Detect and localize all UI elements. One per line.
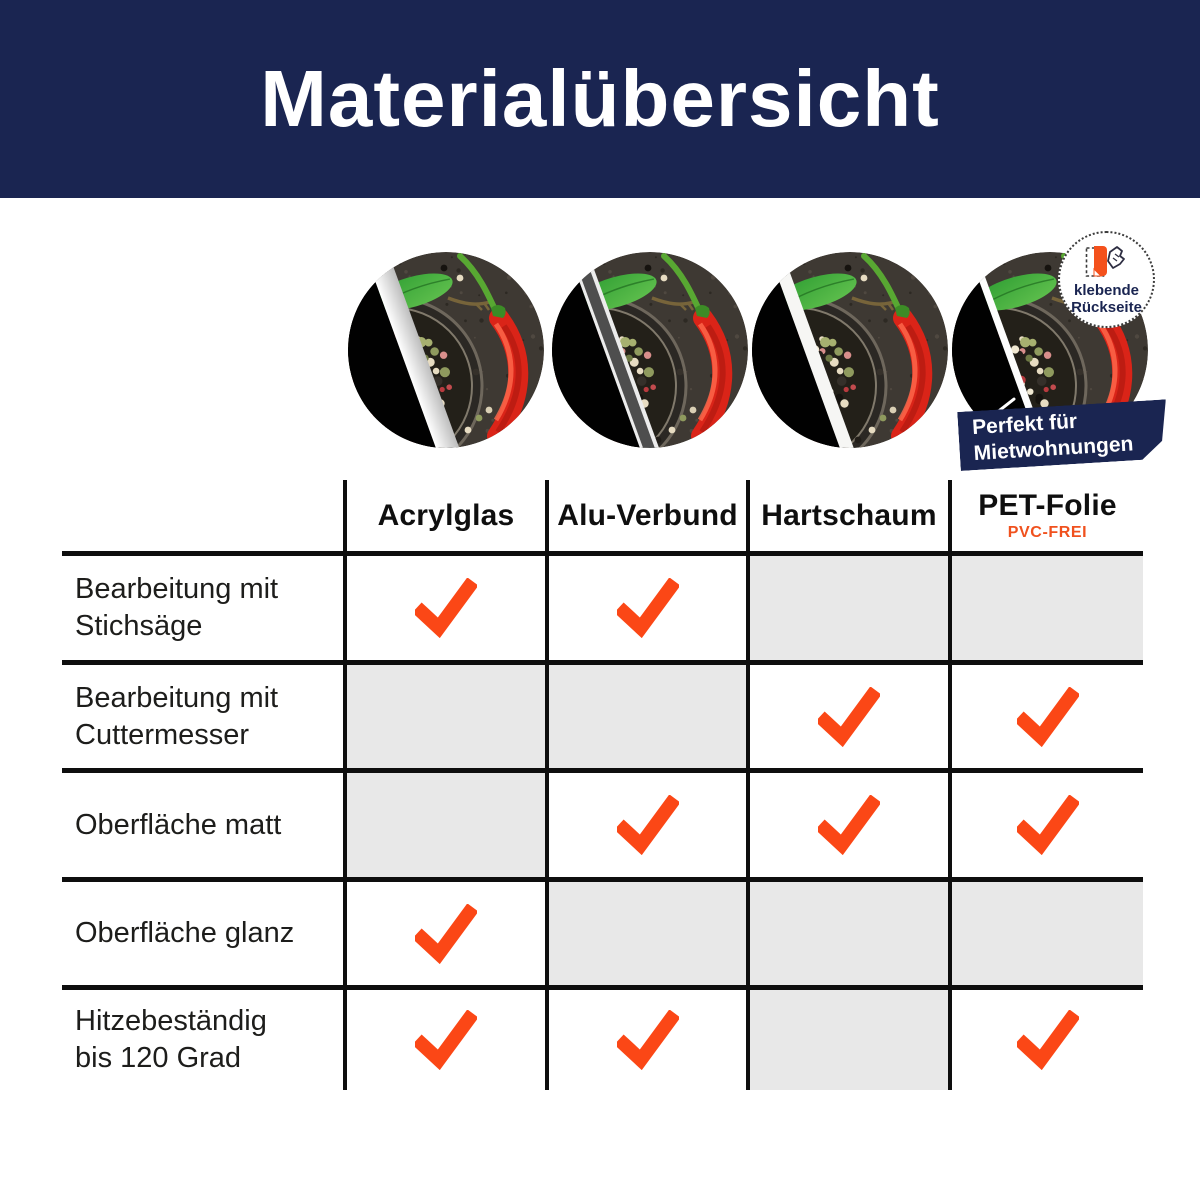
check-icon	[1016, 686, 1079, 747]
check-icon	[616, 1010, 679, 1070]
material-photo-alu-verbund	[552, 252, 748, 448]
column-header-acrylglas: Acrylglas	[343, 480, 545, 551]
row-label-bearbeitung-mit-cuttermesser: Bearbeitung mit Cuttermesser	[62, 660, 343, 768]
column-header-label: Acrylglas	[377, 498, 515, 532]
feature-unsupported-cell-pet-folie	[948, 877, 1143, 985]
feature-unsupported-cell-acrylglas	[343, 768, 545, 877]
peel-off-backing-icon	[1084, 244, 1130, 282]
feature-unsupported-cell-hartschaum	[746, 551, 948, 660]
feature-unsupported-cell-pet-folie	[948, 551, 1143, 660]
row-label-oberfl-che-glanz: Oberfläche glanz	[62, 877, 343, 985]
row-label-oberfl-che-matt: Oberfläche matt	[62, 768, 343, 877]
feature-supported-cell-hartschaum	[746, 768, 948, 877]
check-icon	[818, 686, 880, 747]
column-header-label: Alu-Verbund	[557, 498, 738, 532]
check-icon	[616, 578, 679, 638]
row-label-hitzebest-ndig-bis-120-grad: Hitzebeständig bis 120 Grad	[62, 985, 343, 1090]
badge-text-line1: klebende	[1073, 281, 1140, 299]
column-header-hartschaum: Hartschaum	[746, 480, 948, 551]
feature-unsupported-cell-alu-verbund	[545, 877, 746, 985]
badge-text-line2: Rückseite	[1071, 298, 1142, 316]
feature-unsupported-cell-hartschaum	[746, 985, 948, 1090]
row-label-line: Hitzebeständig	[75, 1005, 267, 1037]
feature-supported-cell-alu-verbund	[545, 985, 746, 1090]
material-photo-image	[348, 252, 544, 448]
row-label-line: Stichsäge	[75, 610, 203, 642]
row-label-line: Cuttermesser	[75, 718, 250, 751]
material-photo-image	[552, 252, 748, 448]
check-icon	[818, 795, 880, 855]
row-label-line: Bearbeitung mit	[75, 681, 279, 714]
feature-supported-cell-acrylglas	[343, 551, 545, 660]
row-label-line: Oberfläche glanz	[75, 917, 295, 949]
feature-unsupported-cell-alu-verbund	[545, 660, 746, 768]
column-header-alu-verbund: Alu-Verbund	[545, 480, 746, 551]
feature-supported-cell-alu-verbund	[545, 768, 746, 877]
material-comparison-table: Acrylglas Alu-Verbund Hartschaum PET-Folie P…	[62, 480, 1143, 1090]
check-icon	[1016, 795, 1079, 855]
row-label-line: Oberfläche matt	[75, 808, 282, 841]
feature-supported-cell-pet-folie	[948, 660, 1143, 768]
column-header-label: PET-Folie	[978, 489, 1117, 522]
feature-supported-cell-pet-folie	[948, 768, 1143, 877]
feature-unsupported-cell-acrylglas	[343, 660, 545, 768]
feature-supported-cell-acrylglas	[343, 877, 545, 985]
row-label-line: Bearbeitung mit	[75, 573, 279, 605]
feature-supported-cell-hartschaum	[746, 660, 948, 768]
feature-supported-cell-pet-folie	[948, 985, 1143, 1090]
column-header-sublabel: PVC-FREI	[1007, 524, 1088, 541]
table-corner-cell	[62, 480, 343, 551]
check-icon	[1016, 1010, 1079, 1070]
row-label-bearbeitung-mit-stichs-ge: Bearbeitung mit Stichsäge	[62, 551, 343, 660]
column-header-pet-folie: PET-Folie PVC-FREI	[948, 480, 1143, 551]
material-photo-acrylglas	[348, 252, 544, 448]
material-photo-hartschaum	[752, 252, 948, 448]
feature-supported-cell-alu-verbund	[545, 551, 746, 660]
page-title: Materialübersicht	[260, 54, 940, 143]
feature-unsupported-cell-hartschaum	[746, 877, 948, 985]
check-icon	[415, 578, 477, 638]
check-icon	[415, 903, 477, 964]
check-icon	[616, 795, 679, 855]
check-icon	[415, 1010, 477, 1070]
feature-supported-cell-acrylglas	[343, 985, 545, 1090]
title-band: Materialübersicht	[0, 0, 1200, 198]
adhesive-back-badge: klebende Rückseite	[1058, 231, 1155, 328]
column-header-label: Hartschaum	[761, 498, 937, 532]
row-label-line: bis 120 Grad	[75, 1042, 242, 1074]
material-photo-image	[752, 252, 948, 448]
